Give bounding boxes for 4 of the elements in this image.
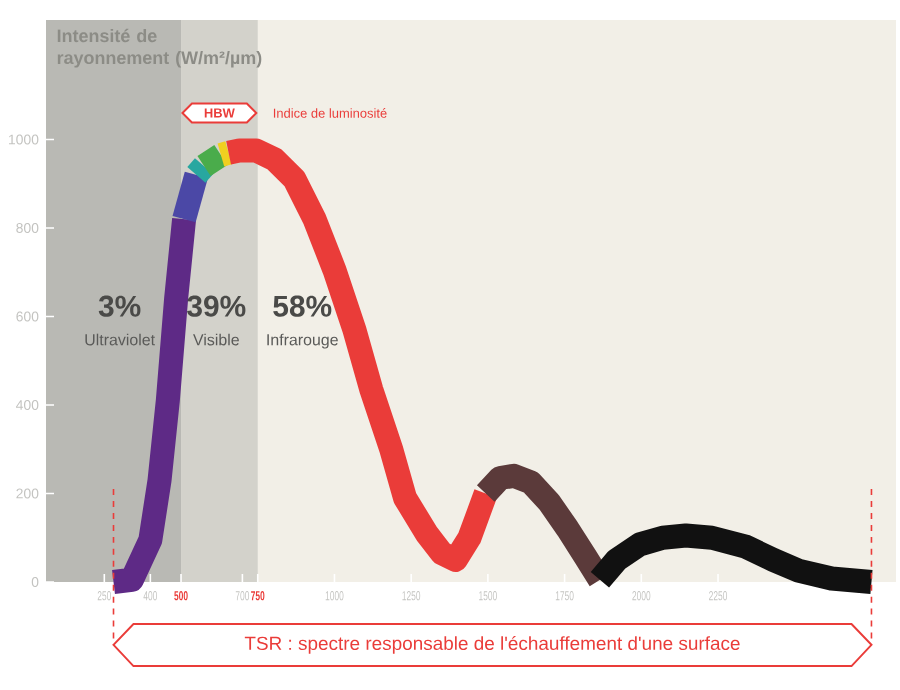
- annotation: 3%: [98, 295, 141, 317]
- annotation: 58%: [273, 295, 332, 317]
- text: TSR : spectre responsable de l'échauffement d'une surface: [244, 635, 740, 654]
- annotation: 39%: [187, 295, 246, 317]
